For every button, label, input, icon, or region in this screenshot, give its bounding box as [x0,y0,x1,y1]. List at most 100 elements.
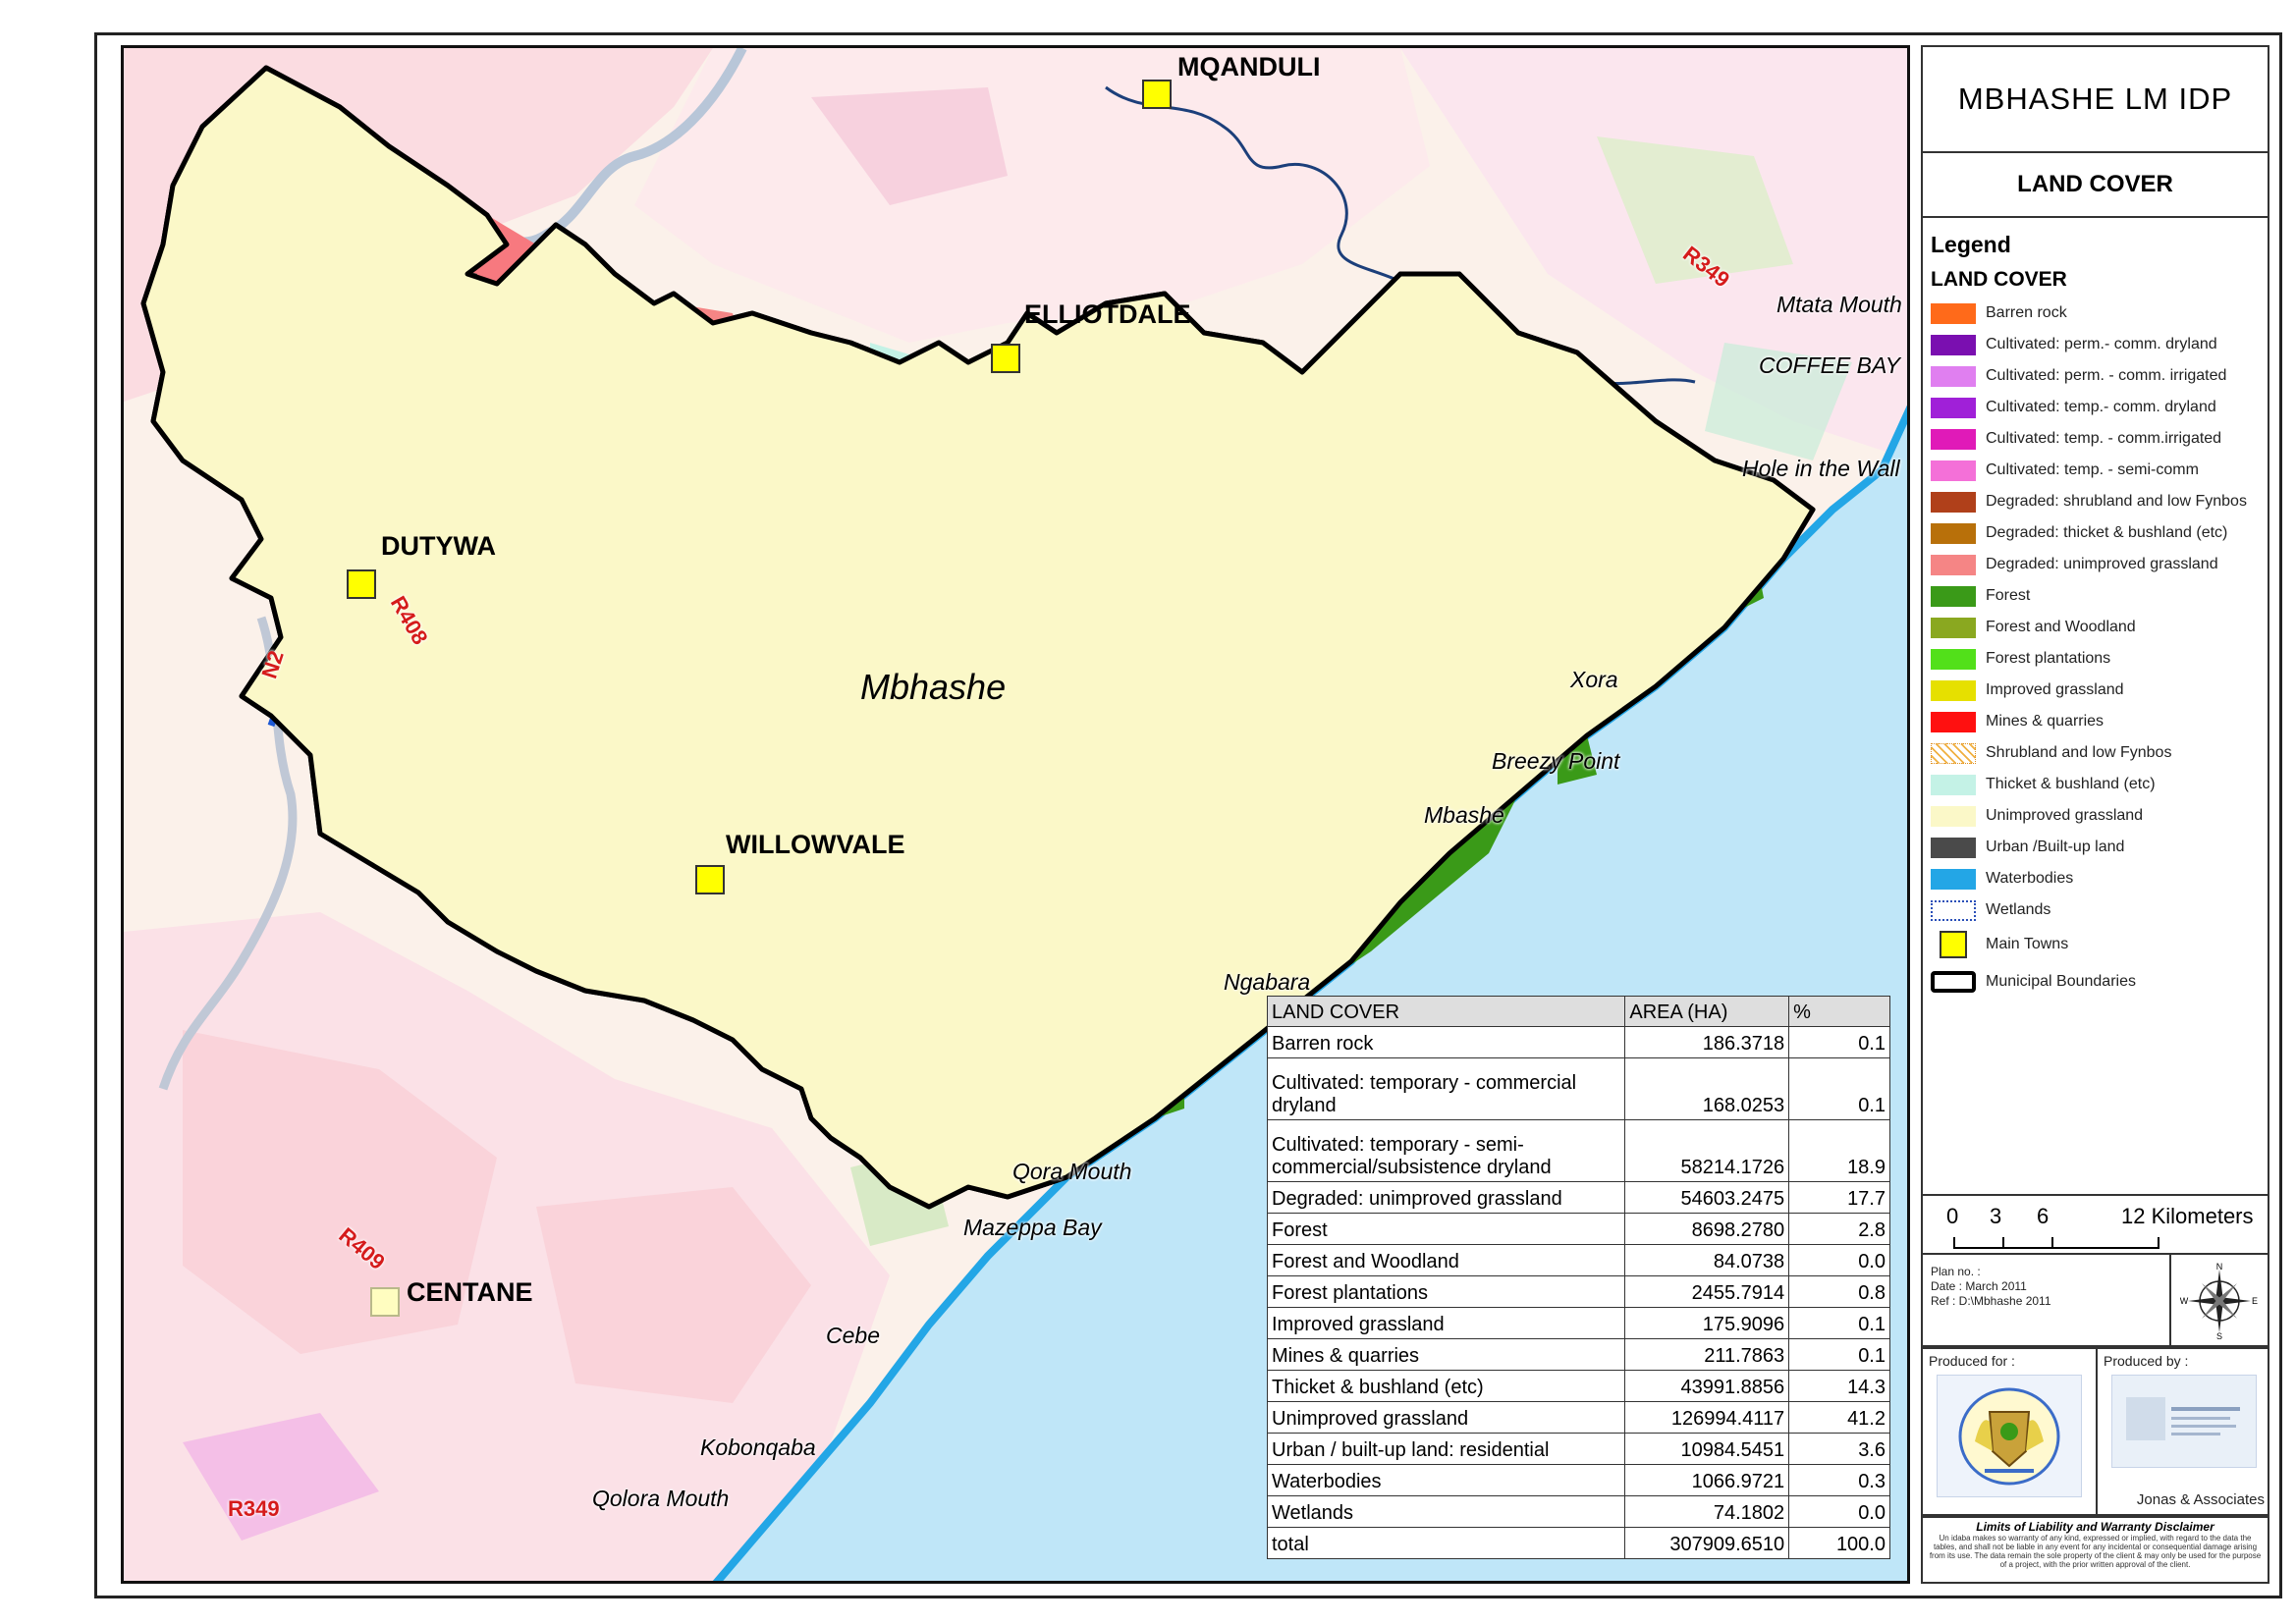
legend-swatch [1931,397,1976,418]
scale-tick-0: 0 [1946,1204,1959,1228]
town-marker-centane[interactable] [370,1287,400,1317]
legend-item: Cultivated: temp. - comm.irrigated [1931,423,2260,455]
disclaimer-text: Un idaba makes so warranty of any kind, … [1929,1534,2262,1569]
town-marker-willowvale[interactable] [695,865,725,894]
place-xora: Xora [1570,667,1618,692]
legend-heading: Legend [1931,232,2011,257]
cell-cover: Thicket & bushland (etc) [1266,1370,1626,1402]
legend-swatch [1931,460,1976,481]
cell-area: 1066.9721 [1624,1464,1790,1496]
town-label-centane: CENTANE [407,1277,533,1307]
table-header-row: LAND COVER AREA (HA) % [1266,996,1890,1027]
legend-label: Forest plantations [1986,650,2111,667]
legend-item: Degraded: shrubland and low Fynbos [1931,486,2260,517]
cell-cover: Forest plantations [1266,1275,1626,1308]
cell-area: 84.0738 [1624,1244,1790,1276]
cell-cover: Barren rock [1266,1026,1626,1058]
cell-pct: 17.7 [1788,1181,1890,1214]
legend-item: Barren rock [1931,298,2260,329]
legend-swatch [1931,302,1976,324]
legend-label: Thicket & bushland (etc) [1986,776,2156,792]
cell-area: 186.3718 [1624,1026,1790,1058]
cell-cover: Mines & quarries [1266,1338,1626,1371]
table-row: Thicket & bushland (etc) 43991.8856 14.3 [1266,1370,1890,1402]
table-row: Waterbodies 1066.9721 0.3 [1266,1464,1890,1496]
producer-name: Jonas & Associates [2136,1491,2265,1508]
cell-cover: Cultivated: temporary - commercial dryla… [1266,1057,1626,1120]
place-hole-in-the-wall: Hole in the Wall [1742,456,1900,481]
legend-item: Urban /Built-up land [1931,832,2260,863]
legend-label: Degraded: thicket & bushland (etc) [1986,524,2228,541]
legend-label: Forest [1986,587,2031,604]
table-row: Forest 8698.2780 2.8 [1266,1213,1890,1245]
legend-item: Cultivated: perm. - comm. irrigated [1931,360,2260,392]
disclaimer: Limits of Liability and Warranty Disclai… [1921,1516,2269,1584]
legend-item: Cultivated: temp.- comm. dryland [1931,392,2260,423]
legend-label: Cultivated: perm.- comm. dryland [1986,336,2217,352]
legend-items: Barren rock Cultivated: perm.- comm. dry… [1931,298,2260,1001]
disclaimer-title: Limits of Liability and Warranty Disclai… [1976,1520,2214,1534]
legend-label: Municipal Boundaries [1986,973,2136,990]
town-label-dutywa: DUTYWA [381,531,496,561]
legend-swatch [1931,554,1976,575]
cell-cover: Forest [1266,1213,1626,1245]
scale-tick-6: 6 [2037,1204,2050,1228]
compass-rose-icon: N E S W [2169,1255,2268,1347]
legend-item: Mines & quarries [1931,706,2260,737]
town-marker-elliotdale[interactable] [991,344,1020,373]
legend-item: Improved grassland [1931,675,2260,706]
municipality-crest-icon [1937,1375,2082,1497]
cell-pct: 0.0 [1788,1244,1890,1276]
place-mbashe: Mbashe [1424,802,1504,828]
table-row: Forest and Woodland 84.0738 0.0 [1266,1244,1890,1276]
table-row: Barren rock 186.3718 0.1 [1266,1026,1890,1058]
cell-area: 8698.2780 [1624,1213,1790,1245]
legend-label: Unimproved grassland [1986,807,2144,824]
produced-by-cell: Produced by : Jonas & Associates [2096,1349,2269,1516]
legend-label: Forest and Woodland [1986,619,2136,635]
header-land-cover: LAND COVER [1266,996,1626,1027]
cell-pct: 0.1 [1788,1026,1890,1058]
legend-swatch [1931,585,1976,607]
legend-label: Shrubland and low Fynbos [1986,744,2172,761]
header-percent: % [1788,996,1890,1027]
legend-label: Improved grassland [1986,681,2124,698]
legend-label: Waterbodies [1986,870,2074,887]
cell-area: 126994.4117 [1624,1401,1790,1434]
legend-label: Mines & quarries [1986,713,2105,730]
cell-cover: Urban / built-up land: residential [1266,1433,1626,1465]
legend-swatch [1940,931,1967,958]
header-area: AREA (HA) [1624,996,1790,1027]
map-title: MBHASHE LM IDP [1921,45,2269,153]
plan-text: Plan no. : Date : March 2011 Ref : D:\Mb… [1931,1265,2051,1309]
legend-item: Thicket & bushland (etc) [1931,769,2260,800]
legend-swatch [1931,837,1976,858]
legend-swatch [1931,648,1976,670]
cell-pct: 14.3 [1788,1370,1890,1402]
cell-area: 168.0253 [1624,1057,1790,1120]
legend-item: Main Towns [1931,926,2260,963]
land-cover-table: LAND COVER AREA (HA) % Barren rock 186.37… [1266,996,1890,1559]
table-row: Improved grassland 175.9096 0.1 [1266,1307,1890,1339]
cell-cover: Improved grassland [1266,1307,1626,1339]
legend-label: Main Towns [1986,936,2069,952]
legend-label: Urban /Built-up land [1986,839,2125,855]
legend-label: Barren rock [1986,304,2067,321]
place-mtata-mouth: Mtata Mouth [1777,292,1902,317]
cell-pct: 0.3 [1788,1464,1890,1496]
municipality-label: Mbhashe [860,667,1007,707]
legend-label: Cultivated: temp.- comm. dryland [1986,399,2216,415]
legend-swatch [1931,805,1976,827]
legend-swatch [1931,522,1976,544]
table-row: Wetlands 74.1802 0.0 [1266,1495,1890,1528]
legend: Legend LAND COVER Barren rock Cultivated… [1921,216,2269,1253]
legend-label: Degraded: shrubland and low Fynbos [1986,493,2247,510]
legend-swatch [1931,971,1976,993]
cell-pct: 0.1 [1788,1338,1890,1371]
town-marker-mqanduli[interactable] [1142,80,1172,109]
cell-area: 74.1802 [1624,1495,1790,1528]
place-qolora-mouth: Qolora Mouth [592,1486,730,1511]
town-marker-dutywa[interactable] [347,569,376,599]
table-row: Forest plantations 2455.7914 0.8 [1266,1275,1890,1308]
produced-by-label: Produced by : [2104,1353,2189,1369]
